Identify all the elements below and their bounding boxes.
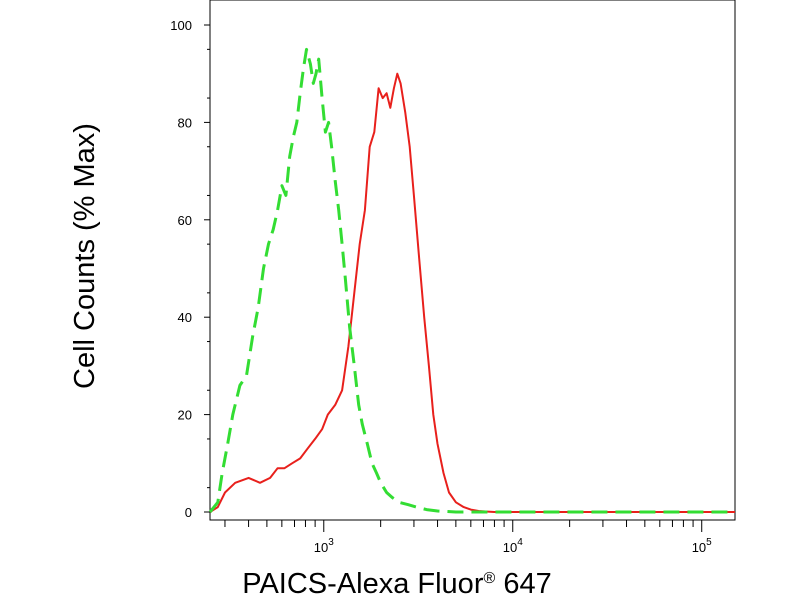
series-layer [208,47,735,514]
plot-frame [209,0,736,521]
x-tick-label: 105 [692,537,712,555]
registered-mark: ® [483,570,495,587]
x-axis-title-text: PAICS-Alexa Fluor [242,568,484,600]
y-tick-label: 80 [178,115,192,130]
y-tick-label: 0 [185,505,192,520]
x-axis-ticks: 103 104 105 [224,520,712,555]
x-axis-title: PAICS-Alexa Fluor® 647 [242,568,551,600]
series-2-line [208,47,735,514]
x-axis-title-suffix: 647 [495,568,551,600]
series-1-line [209,72,735,513]
x-tick-label: 104 [503,537,523,555]
y-tick-label: 20 [178,408,192,423]
x-tick-label: 103 [314,537,334,555]
y-axis-title: Cell Counts (% Max) [69,123,101,389]
y-tick-label: 100 [170,18,192,33]
y-tick-label: 40 [178,310,192,325]
y-tick-label: 60 [178,213,192,228]
y-axis-ticks: 0 20 40 60 80 100 [170,18,210,520]
